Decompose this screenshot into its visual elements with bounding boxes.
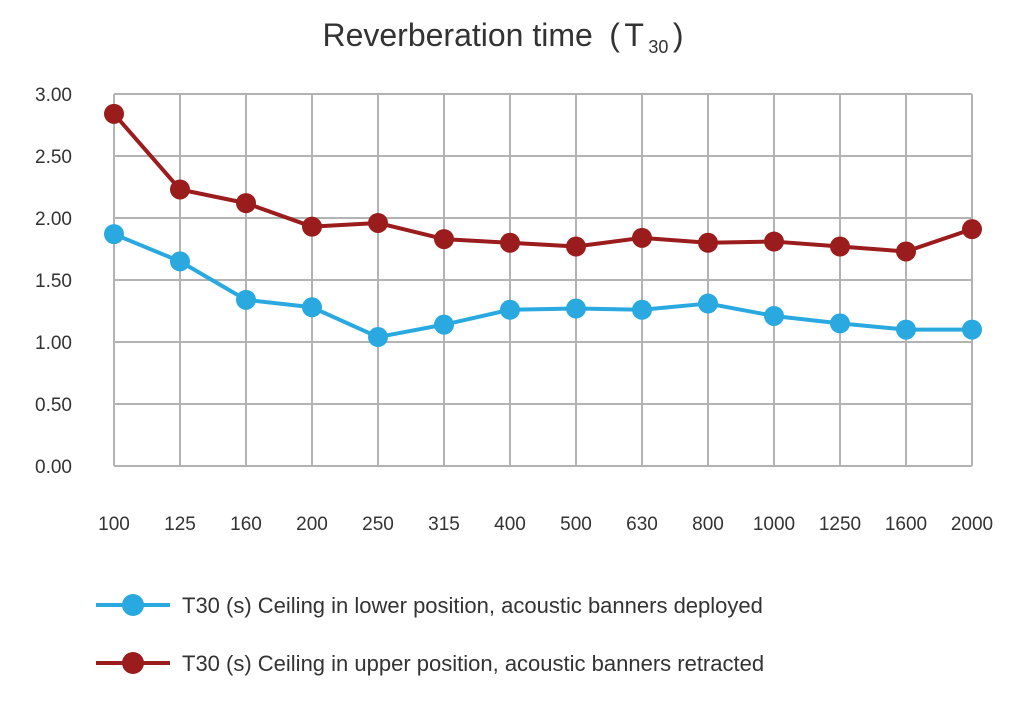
chart-title-paren-open: (: [609, 17, 620, 53]
data-point: [632, 227, 652, 248]
grid: [113, 93, 973, 467]
data-point: [764, 305, 784, 326]
data-point: [368, 327, 388, 348]
series-layer: [104, 103, 982, 348]
y-tick-label: 0.50: [35, 395, 72, 416]
y-tick-label: 1.00: [35, 333, 72, 354]
legend-marker: [122, 594, 144, 616]
data-point: [632, 299, 652, 320]
y-tick-label: 2.50: [35, 147, 72, 168]
data-point: [764, 231, 784, 252]
y-tick-label: 0.00: [35, 457, 72, 478]
y-tick-label: 3.00: [35, 85, 72, 106]
data-point: [104, 103, 124, 124]
data-point: [962, 319, 982, 340]
x-tick-label: 200: [296, 514, 328, 535]
data-point: [698, 293, 718, 314]
legend-item-2: T30 (s) Ceiling in upper position, acous…: [96, 651, 764, 676]
data-point: [698, 232, 718, 253]
x-tick-label: 400: [494, 514, 526, 535]
data-point: [500, 232, 520, 253]
x-tick-label: 125: [164, 514, 196, 535]
x-axis-ticks: 100 125 160 200 250 315 400 500 630 800 1000 1250 16…: [98, 514, 993, 535]
x-tick-label: 630: [626, 514, 658, 535]
data-point: [830, 236, 850, 257]
series-line: [113, 232, 972, 340]
data-point: [962, 219, 982, 240]
x-tick-label: 2000: [951, 514, 993, 535]
data-point: [896, 241, 916, 262]
chart-title-text: Reverberation time: [322, 17, 592, 53]
x-tick-label: 500: [560, 514, 592, 535]
chart-title-paren-close: ): [673, 17, 684, 53]
data-point: [170, 179, 190, 200]
y-tick-label: 1.50: [35, 271, 72, 292]
chart-title-symbol: T: [624, 17, 644, 53]
x-tick-label: 800: [692, 514, 724, 535]
x-tick-label: 1000: [753, 514, 795, 535]
data-point: [434, 314, 454, 335]
x-tick-label: 160: [230, 514, 262, 535]
x-tick-label: 315: [428, 514, 460, 535]
series-1: [104, 224, 982, 348]
data-point: [566, 236, 586, 257]
series-2: [104, 103, 982, 262]
legend-marker: [122, 652, 144, 674]
data-point: [236, 193, 256, 214]
data-point: [302, 216, 322, 237]
data-point: [368, 212, 388, 233]
data-point: [302, 297, 322, 318]
data-point: [896, 319, 916, 340]
data-point: [170, 251, 190, 272]
data-point: [830, 313, 850, 334]
y-tick-label: 2.00: [35, 209, 72, 230]
data-point: [236, 289, 256, 310]
x-tick-label: 100: [98, 514, 130, 535]
legend: T30 (s) Ceiling in lower position, acous…: [96, 593, 764, 676]
x-tick-label: 250: [362, 514, 394, 535]
x-tick-label: 1600: [885, 514, 927, 535]
series-line: [112, 112, 973, 254]
chart-title: Reverberation time ( T 30 ): [322, 17, 683, 57]
data-point: [104, 224, 124, 245]
data-point: [500, 299, 520, 320]
y-axis-ticks: 0.00 0.50 1.00 1.50 2.00 2.50 3.00: [35, 85, 72, 478]
legend-item-1: T30 (s) Ceiling in lower position, acous…: [96, 593, 763, 618]
chart-title-subscript: 30: [648, 37, 668, 57]
data-point: [566, 298, 586, 319]
legend-label: T30 (s) Ceiling in upper position, acous…: [182, 651, 764, 676]
legend-label: T30 (s) Ceiling in lower position, acous…: [182, 593, 763, 618]
x-tick-label: 1250: [819, 514, 861, 535]
data-point: [434, 229, 454, 250]
